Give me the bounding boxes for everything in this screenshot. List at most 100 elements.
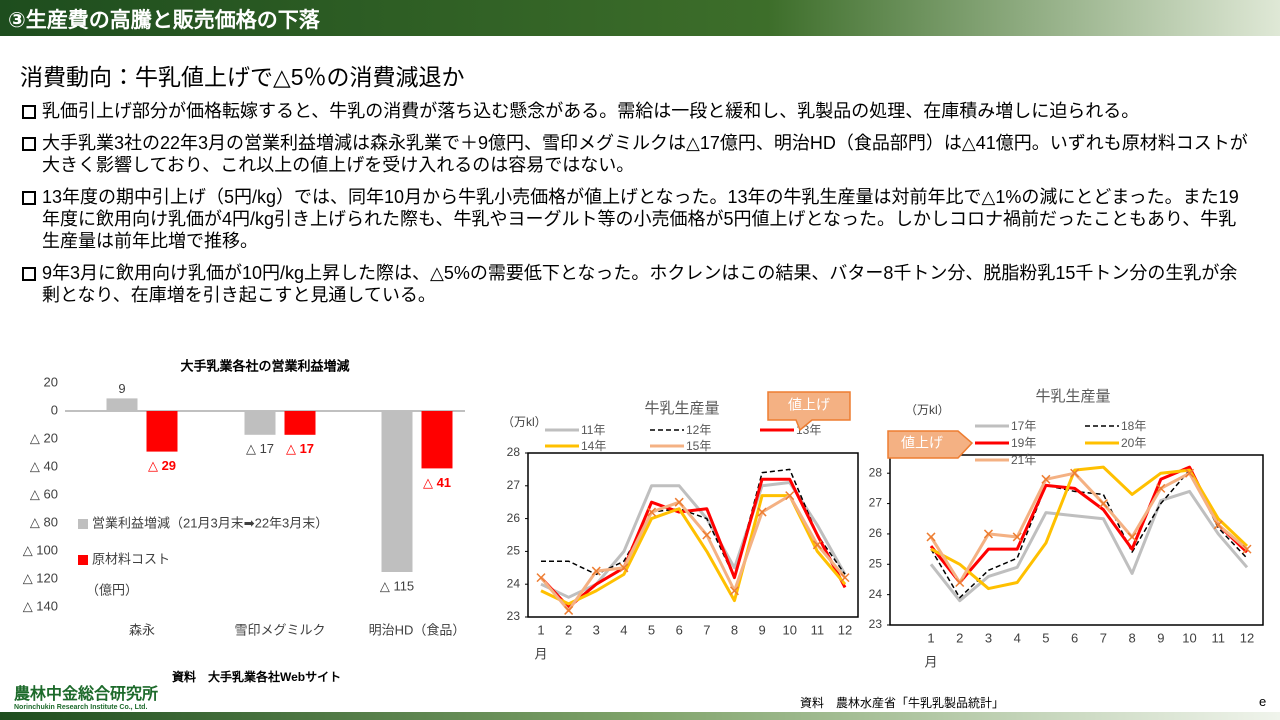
unit-label: （万kl） xyxy=(905,403,950,417)
y-tick-label: △ 140 xyxy=(23,598,58,613)
y-tick-label: 28 xyxy=(869,465,883,479)
bullet: 13年度の期中引上げ（5円/kg）では、同年10月から牛乳小売価格が値上げとなっ… xyxy=(20,186,1250,252)
footer-bar xyxy=(0,712,1280,720)
x-tick-label: 8 xyxy=(731,622,738,637)
bullet: 9年3月に飲用向け乳価が10円/kg上昇した際は、△5%の需要低下となった。ホク… xyxy=(20,262,1250,306)
x-tick-label: 4 xyxy=(1014,630,1021,645)
y-tick-label: △ 40 xyxy=(30,458,58,473)
y-tick-label: 25 xyxy=(869,556,883,570)
logo: 農林中金総合研究所 Norinchukin Research Institute … xyxy=(14,680,158,711)
point-marker xyxy=(564,605,574,615)
title: ③生産費の高騰と販売価格の下落 xyxy=(8,9,320,32)
point-marker xyxy=(1012,532,1022,542)
x-tick-label: 12 xyxy=(1240,630,1254,645)
point-marker xyxy=(785,491,795,501)
y-tick-label: 23 xyxy=(869,617,883,631)
legend-label: 原材料コスト xyxy=(92,551,170,566)
point-marker xyxy=(757,507,767,517)
point-marker xyxy=(729,586,739,596)
unit-label: （億円） xyxy=(86,582,138,597)
bar xyxy=(284,411,316,435)
y-tick-label: △ 100 xyxy=(23,542,58,557)
y-tick-label: 24 xyxy=(507,576,521,590)
point-marker xyxy=(1242,544,1252,554)
legend-label: 19年 xyxy=(1011,436,1036,450)
header-bar: ③生産費の高騰と販売価格の下落 xyxy=(0,0,1280,36)
x-tick-label: 7 xyxy=(703,622,710,637)
y-tick-label: 20 xyxy=(44,374,58,389)
point-marker xyxy=(1070,468,1080,478)
point-marker xyxy=(591,566,601,576)
chart-title: 牛乳生産量 xyxy=(1035,388,1110,405)
bullet: 大手乳業3社の22年3月の営業利益増減は森永乳業で＋9億円、雪印メグミルクは△1… xyxy=(20,132,1250,176)
source: 資料 農林水産省「牛乳乳製品統計」 xyxy=(800,696,1005,710)
x-tick-label: 5 xyxy=(1042,630,1049,645)
point-marker xyxy=(619,563,629,573)
legend-swatch xyxy=(78,555,88,565)
series-line xyxy=(929,471,1248,584)
subtitle: 消費動向：牛乳値上げで△5％の消費減退か xyxy=(20,64,465,90)
y-tick-label: 26 xyxy=(869,526,883,540)
legend-label: 12年 xyxy=(686,423,711,437)
x-tick-label: 7 xyxy=(1100,630,1107,645)
point-marker xyxy=(536,573,546,583)
y-tick-label: 0 xyxy=(51,402,58,417)
point-marker xyxy=(926,532,936,542)
x-tick-label: 10 xyxy=(1182,630,1196,645)
y-tick-label: △ 80 xyxy=(30,514,58,529)
y-tick-label: 26 xyxy=(507,511,521,525)
series-line xyxy=(929,489,1249,603)
x-axis-label: 月 xyxy=(924,654,937,669)
y-tick-label: 27 xyxy=(507,478,521,492)
x-tick-label: 3 xyxy=(985,630,992,645)
y-tick-label: △ 60 xyxy=(30,486,58,501)
point-marker xyxy=(702,530,712,540)
plot-frame xyxy=(889,454,1264,626)
y-tick-label: △ 120 xyxy=(23,570,58,585)
chart-title: 牛乳生産量 xyxy=(644,400,719,417)
legend-label: 20年 xyxy=(1121,436,1146,450)
value-label: 9 xyxy=(118,381,125,396)
x-tick-label: 6 xyxy=(676,622,683,637)
x-tick-label: 9 xyxy=(1157,630,1164,645)
callout-text: 値上げ xyxy=(788,397,830,413)
x-tick-label: 10 xyxy=(782,622,796,637)
point-marker xyxy=(1156,483,1166,493)
x-tick-label: 8 xyxy=(1128,630,1135,645)
series-line xyxy=(539,494,847,612)
legend-label: 21年 xyxy=(1011,453,1036,467)
point-marker xyxy=(983,529,993,539)
value-label: △ 17 xyxy=(286,441,314,456)
point-marker xyxy=(955,577,965,588)
value-label: △ 29 xyxy=(148,458,176,473)
point-marker xyxy=(812,540,822,550)
unit-label: （万kl） xyxy=(502,415,547,429)
bar xyxy=(244,411,276,435)
value-label: △ 17 xyxy=(246,441,274,456)
point-marker xyxy=(1041,474,1051,484)
legend-label: 14年 xyxy=(581,439,606,453)
y-tick-label: 28 xyxy=(507,445,521,459)
point-marker xyxy=(1213,520,1223,530)
bar xyxy=(106,398,138,411)
x-tick-label: 11 xyxy=(811,622,825,637)
point-marker xyxy=(1098,499,1108,509)
bullet: 乳価引上げ部分が価格転嫁すると、牛乳の消費が落ち込む懸念がある。需給は一段と緩和… xyxy=(20,100,1250,122)
callout-box xyxy=(887,430,974,459)
value-label: △ 115 xyxy=(380,578,414,593)
series-line xyxy=(930,465,1249,591)
x-tick-label: 2 xyxy=(565,622,572,637)
callout-box xyxy=(767,391,851,432)
bar xyxy=(146,411,178,452)
legend-label: 11年 xyxy=(581,423,605,437)
series-line xyxy=(930,469,1248,599)
callout-text: 値上げ xyxy=(901,435,943,451)
source: 資料 大手乳業各社Webサイト xyxy=(172,670,342,684)
x-tick-label: 11 xyxy=(1212,630,1226,645)
value-label: △ 41 xyxy=(423,475,451,490)
legend-label: 18年 xyxy=(1121,419,1146,433)
x-tick-label: 1 xyxy=(927,630,934,645)
y-tick-label: 27 xyxy=(869,496,883,510)
x-tick-label: 明治HD（食品） xyxy=(369,622,466,637)
